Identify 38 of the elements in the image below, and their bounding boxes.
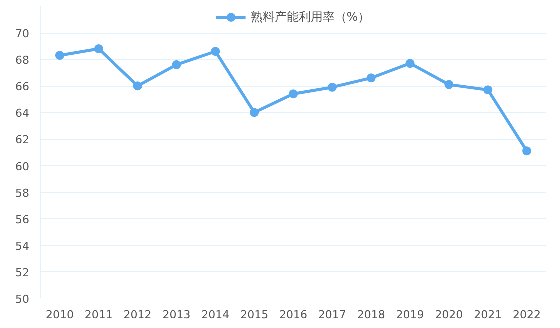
y-tick-label: 62 <box>16 134 30 147</box>
y-tick-label: 66 <box>16 80 30 94</box>
y-tick-label: 50 <box>16 293 30 306</box>
point <box>444 80 454 90</box>
x-tick-label: 2010 <box>46 308 74 322</box>
legend-label: 熟料产能利用率（%） <box>250 8 370 26</box>
point <box>406 59 415 68</box>
y-tick-label: 60 <box>16 160 30 174</box>
y-tick-label: 58 <box>16 186 30 200</box>
point <box>289 90 298 99</box>
point <box>366 74 376 83</box>
x-tick-label: 2014 <box>202 308 230 322</box>
point <box>522 146 532 156</box>
point <box>172 60 182 70</box>
x-tick-label: 2015 <box>240 308 269 322</box>
x-tick-label: 2011 <box>84 308 113 322</box>
x-tick-label: 2012 <box>124 308 152 322</box>
y-tick-label: 54 <box>16 240 30 253</box>
point <box>94 44 104 54</box>
point <box>55 51 64 60</box>
point <box>328 82 337 92</box>
x-tick-label: 2017 <box>318 308 346 322</box>
y-tick-label: 64 <box>16 107 30 120</box>
point <box>133 82 142 91</box>
point <box>484 86 493 95</box>
y-tick-label: 70 <box>16 28 30 41</box>
y-tick-label: 56 <box>16 213 30 226</box>
point <box>250 108 260 118</box>
x-tick-label: 2013 <box>162 308 191 322</box>
x-tick-label: 2020 <box>435 308 464 322</box>
point <box>211 47 220 56</box>
x-tick-label: 2019 <box>396 308 424 322</box>
x-tick-label: 2016 <box>280 308 308 322</box>
y-tick-label: 52 <box>16 266 30 280</box>
y-tick-label: 68 <box>16 54 30 68</box>
x-tick-label: 2018 <box>357 308 386 322</box>
x-tick-label: 2021 <box>474 308 502 322</box>
x-tick-label: 2022 <box>513 308 542 322</box>
